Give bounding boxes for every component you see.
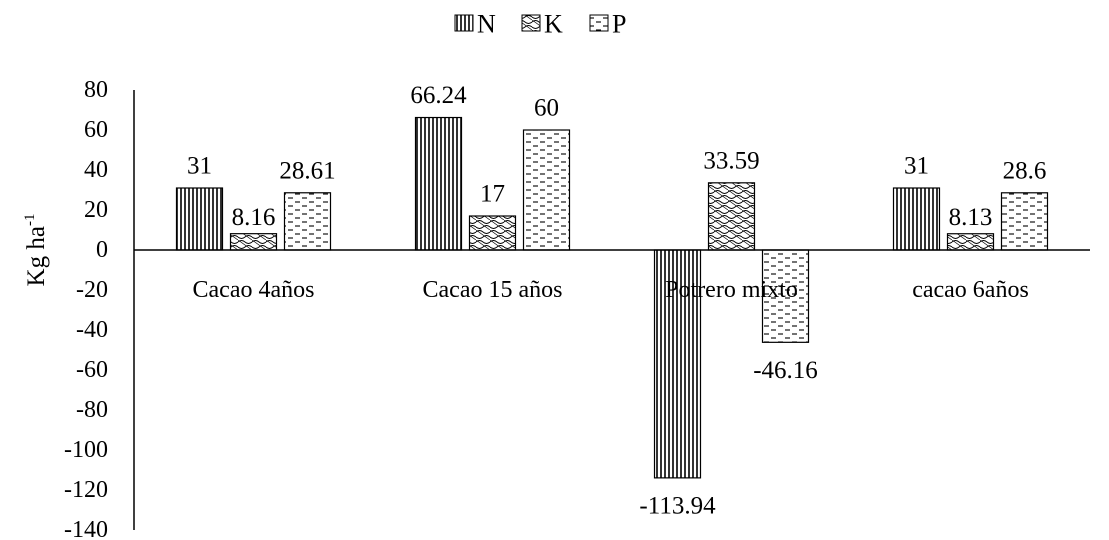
- data-label-K-1: 8.16: [232, 204, 276, 231]
- category-label-4: cacao 6años: [912, 277, 1029, 303]
- legend-label-P: P: [612, 10, 626, 39]
- y-tick-label: -120: [64, 477, 108, 503]
- y-tick-label: 80: [84, 77, 108, 103]
- y-tick-label: -20: [76, 277, 108, 303]
- y-tick-label: -100: [64, 437, 108, 463]
- data-label-K-3: 33.59: [703, 147, 759, 174]
- category-labels: Cacao 4años Cacao 15 años Potrero mixto cac…: [193, 277, 1029, 303]
- y-tick-label: -40: [76, 317, 108, 343]
- y-tick-label: 40: [84, 157, 108, 183]
- data-label-P-3: -46.16: [753, 357, 818, 384]
- data-label-P-1: 28.61: [279, 157, 335, 184]
- category-label-2: Cacao 15 años: [423, 277, 563, 303]
- data-label-K-2: 17: [480, 181, 505, 208]
- y-tick-label: -140: [64, 517, 108, 540]
- bars: [175, 116, 1049, 479]
- y-axis-ticks: 80 60 40 20 0 -20 -40 -60 -80 -100 -120 -140: [64, 77, 108, 540]
- category-label-1: Cacao 4años: [193, 277, 315, 303]
- bar-N-1: [175, 187, 224, 251]
- bar-P-2: [522, 129, 571, 251]
- legend-swatch-K: [521, 14, 541, 32]
- legend-label-K: K: [544, 10, 563, 39]
- bar-N-2: [414, 116, 463, 251]
- bar-N-3: [653, 249, 702, 479]
- legend-swatch-N: [454, 14, 474, 32]
- bar-K-4: [946, 233, 995, 251]
- bar-K-2: [468, 215, 517, 251]
- bar-K-3: [707, 182, 756, 251]
- y-tick-label: 20: [84, 197, 108, 223]
- legend-swatch-P: [589, 14, 609, 32]
- y-axis-label-main: Kg ha: [23, 226, 50, 286]
- bar-P-4: [1000, 192, 1049, 251]
- data-label-N-3: -113.94: [639, 492, 716, 519]
- bar-K-1: [229, 233, 278, 251]
- bar-P-3: [761, 249, 810, 343]
- y-tick-label: 60: [84, 117, 108, 143]
- y-tick-label: -60: [76, 357, 108, 383]
- data-label-N-2: 66.24: [410, 82, 467, 109]
- y-axis-label: Kg ha-1: [22, 214, 50, 287]
- y-tick-label: 0: [96, 237, 108, 263]
- y-axis-label-superscript: -1: [22, 214, 38, 227]
- category-label-3: Potrero mixto: [665, 277, 798, 303]
- legend-label-N: N: [477, 10, 496, 39]
- data-label-P-4: 28.6: [1003, 157, 1047, 184]
- bar-P-1: [283, 192, 332, 251]
- bar-N-4: [892, 187, 941, 251]
- data-label-N-4: 31: [904, 153, 929, 180]
- data-label-K-4: 8.13: [949, 204, 993, 231]
- y-tick-label: -80: [76, 397, 108, 423]
- data-label-N-1: 31: [187, 153, 212, 180]
- data-label-P-2: 60: [534, 95, 559, 122]
